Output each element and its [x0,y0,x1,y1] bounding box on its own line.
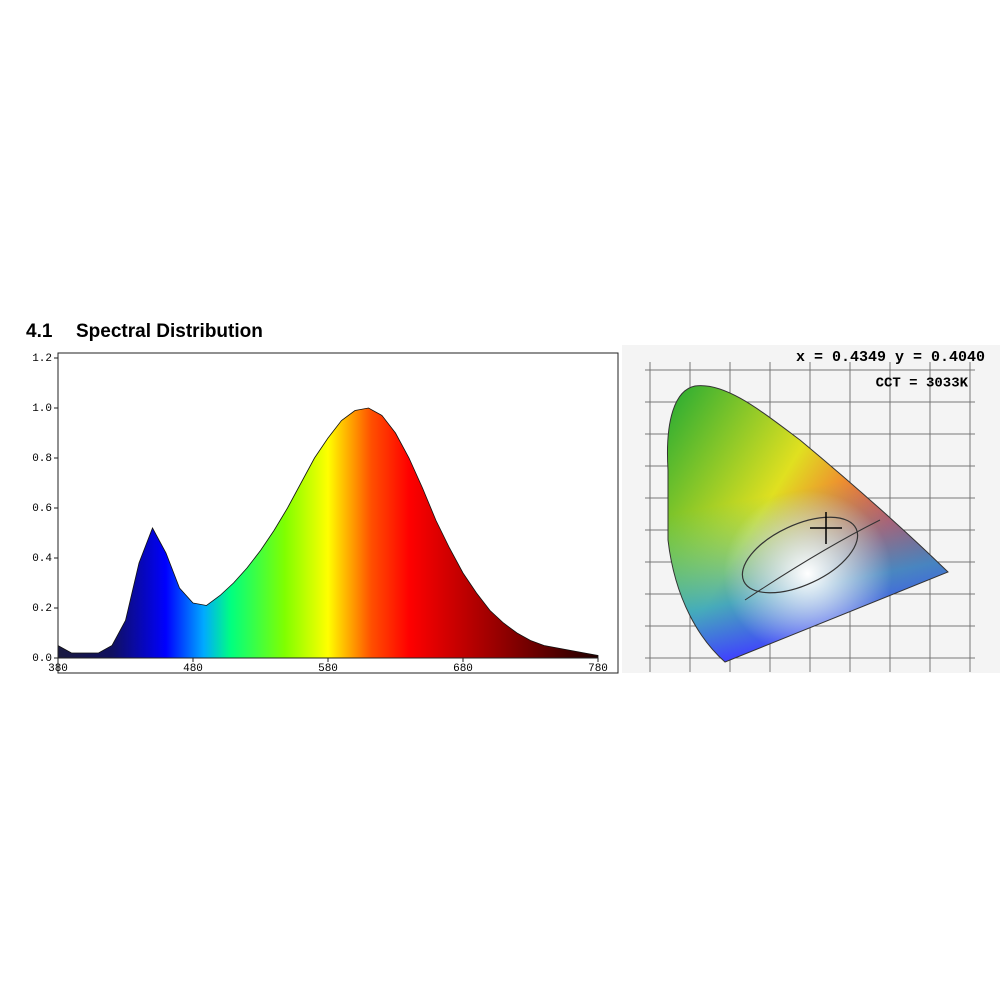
spectrum-area [57,407,599,659]
spectral-chart: 0.0 0.2 0.4 0.6 0.8 1.0 1.2 380 480 580 680 780 [32,352,619,675]
y-tick-label: 1.0 [32,403,52,415]
cie-cct: CCT = 3033K [876,376,969,392]
chromaticity-marker [810,512,842,544]
x-tick-label: 380 [48,663,68,675]
cie-diagram: x = 0.4349 y = 0.4040 CCT = 3033K [622,345,1000,673]
y-tick-label: 0.4 [32,553,52,565]
cie-horseshoe [667,385,949,663]
x-tick-label: 480 [183,663,203,675]
section-title: Spectral Distribution [76,321,263,342]
y-tick-label: 0.2 [32,603,52,615]
x-tick-label: 580 [318,663,338,675]
x-tick-label: 780 [588,663,608,675]
cie-coordinates: x = 0.4349 y = 0.4040 [796,349,985,366]
y-tick-label: 0.0 [32,653,52,665]
y-tick-label: 0.8 [32,453,52,465]
x-tick-label: 680 [453,663,473,675]
y-tick-label: 0.6 [32,503,52,515]
y-tick-label: 1.2 [32,353,52,365]
section-number: 4.1 [26,321,53,342]
